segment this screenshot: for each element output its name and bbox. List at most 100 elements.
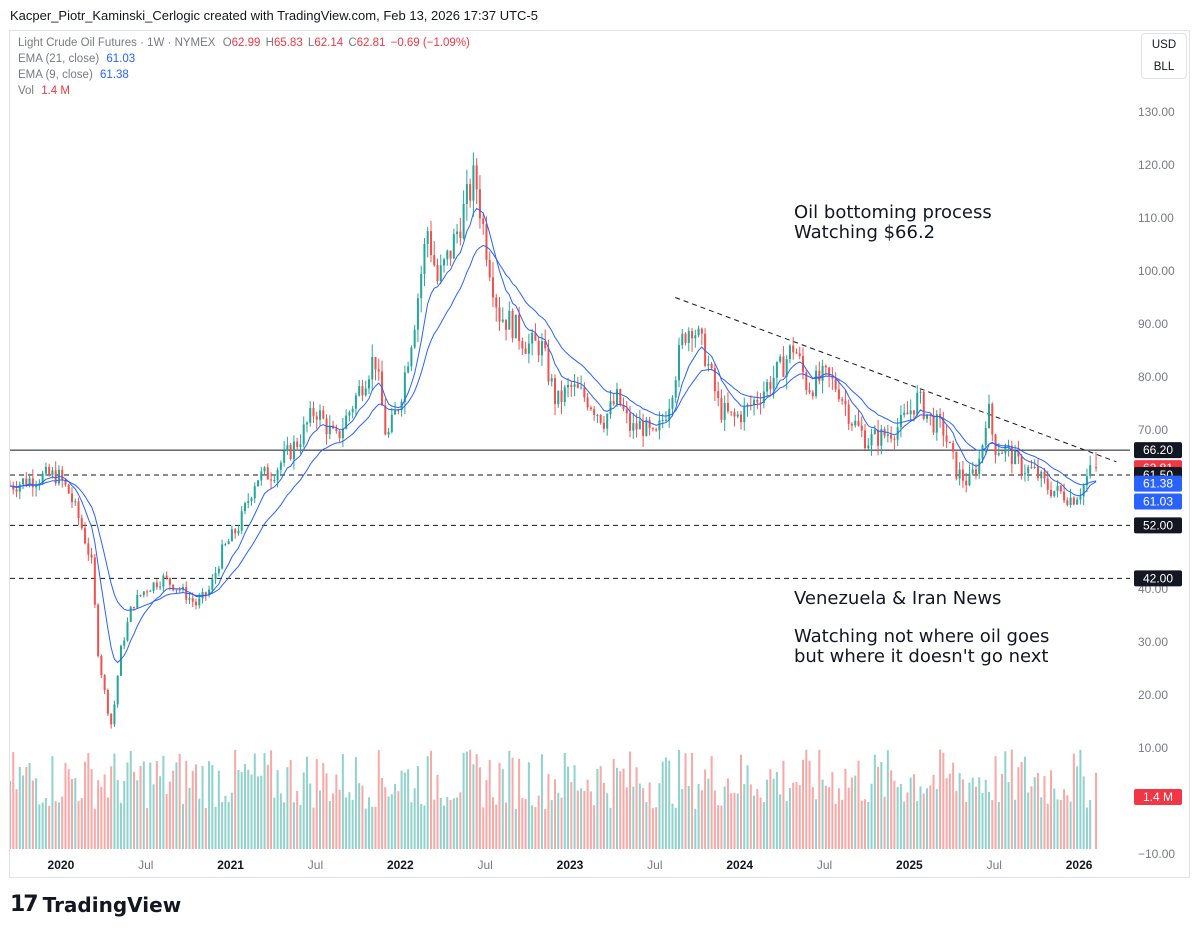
candle-body [769, 382, 772, 390]
annotation-watching[interactable]: Watching not where oil goes but where it… [794, 627, 1049, 667]
legend-c-label: C [348, 37, 357, 49]
volume-bar [720, 805, 723, 849]
volume-bar [1007, 782, 1010, 849]
candle-body [208, 589, 211, 595]
volume-bar [87, 753, 90, 849]
volume-bar [965, 802, 968, 849]
tradingview-wordmark: TradingView [42, 892, 182, 917]
candle-body [296, 441, 299, 448]
candle-body [195, 601, 198, 606]
volume-bar [341, 754, 344, 849]
candle-body [482, 218, 485, 224]
volume-bar [1004, 751, 1007, 849]
legend-ema9-label: EMA (9, close) [18, 69, 93, 81]
volume-bar [319, 790, 322, 849]
x-tick-label: Jul [308, 858, 323, 872]
volume-bar [283, 802, 286, 849]
price-chart[interactable]: 130.00 120.00 110.00 100.00 90.00 80.00 70.00 4… [10, 31, 1190, 878]
volume-bar [684, 753, 687, 849]
volume-bar [831, 772, 834, 849]
legend-ema9-row[interactable]: EMA (9, close) 61.38 [18, 67, 470, 83]
volume-bar [759, 797, 762, 849]
volume-bar [70, 779, 74, 849]
volume-bar [136, 780, 139, 849]
volume-bar [958, 773, 961, 849]
candle-body [602, 422, 605, 429]
volume-bar [22, 775, 25, 849]
candle-body [420, 273, 423, 299]
candle-body [312, 407, 315, 417]
candle-body [498, 307, 501, 322]
candle-body [188, 598, 191, 600]
candle-body [615, 389, 619, 405]
candle-body [531, 332, 534, 344]
volume-bar [788, 787, 791, 849]
annotation-bottoming[interactable]: Oil bottoming process Watching $66.2 [794, 203, 992, 243]
volume-bar [547, 774, 550, 849]
chart-frame[interactable]: 130.00 120.00 110.00 100.00 90.00 80.00 70.00 4… [9, 30, 1190, 878]
candle-body [563, 387, 566, 403]
candle-body [952, 443, 955, 452]
volume-bar [596, 768, 599, 849]
candle-body [426, 231, 429, 245]
volume-bar [240, 772, 243, 849]
candle-body [475, 165, 478, 190]
top-bar: Kacper_Piotr_Kaminski_Cerlogic created w… [0, 0, 1200, 30]
candle-body [681, 333, 684, 346]
legend-ema21-row[interactable]: EMA (21, close) 61.03 [18, 51, 470, 67]
volume-bar [459, 792, 462, 849]
volume-bar [25, 767, 28, 849]
candle-body [1030, 467, 1033, 469]
legend-symbol[interactable]: Light Crude Oil Futures · 1W · NYMEX [18, 37, 216, 49]
volume-bar [129, 750, 132, 849]
candle-body [723, 402, 726, 420]
price-badge [1134, 517, 1182, 534]
candle-body [25, 478, 28, 486]
legend-vol-row[interactable]: Vol 1.4 M [18, 83, 470, 99]
volume-bar [674, 807, 677, 849]
volume-bar [713, 790, 716, 849]
candle-body [527, 343, 530, 354]
volume-bar [694, 808, 697, 849]
currency-unit-button[interactable]: USD BLL [1141, 33, 1187, 79]
legend: Light Crude Oil Futures · 1W · NYMEX O62… [18, 35, 470, 99]
annotation-news-line1: Venezuela & Iran News [794, 588, 1002, 609]
volume-bar [354, 757, 357, 849]
volume-bar [345, 797, 348, 849]
volume-bar [638, 783, 641, 849]
candle-body [341, 428, 344, 439]
candle-body [733, 412, 736, 417]
candle-body [22, 478, 25, 485]
candle-body [619, 389, 622, 406]
annotation-news[interactable]: Venezuela & Iran News [794, 589, 1001, 609]
candle-body [704, 333, 707, 366]
candle-body [893, 438, 896, 440]
volume-bar [668, 760, 671, 849]
candle-body [1079, 496, 1082, 500]
volume-bar [384, 786, 387, 849]
candle-body [508, 311, 511, 330]
volume-bar [890, 770, 893, 849]
volume-bar [550, 800, 553, 849]
candle-body [12, 485, 15, 490]
volume-bar [1010, 749, 1013, 849]
price-badge [1134, 442, 1182, 459]
candle-body [51, 470, 54, 476]
candle-body [932, 415, 935, 433]
y-tick-label: 100.00 [1138, 264, 1175, 278]
candle-body [165, 575, 168, 578]
volume-bar [948, 773, 951, 849]
candle-body [916, 392, 919, 415]
candle-body [1017, 449, 1020, 457]
tradingview-logo[interactable]: 17 TradingView [10, 892, 181, 917]
volume-bar [482, 807, 485, 849]
volume-bar [971, 777, 974, 849]
candle-body [403, 372, 406, 402]
volume-bar [540, 754, 543, 849]
volume-bar [847, 787, 850, 849]
candle-body [84, 528, 87, 544]
volume-bar [1076, 766, 1079, 849]
candle-body [593, 409, 596, 416]
candle-body [273, 480, 276, 482]
y-tick-label: 80.00 [1138, 370, 1168, 384]
